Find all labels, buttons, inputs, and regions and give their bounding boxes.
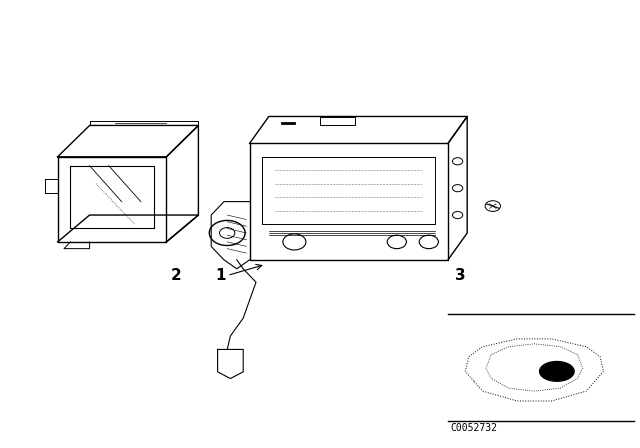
Text: C0052732: C0052732 xyxy=(450,423,497,433)
Bar xyxy=(320,117,355,125)
Text: 1: 1 xyxy=(216,268,226,283)
Text: 2: 2 xyxy=(171,268,181,283)
Text: 3: 3 xyxy=(456,268,466,283)
